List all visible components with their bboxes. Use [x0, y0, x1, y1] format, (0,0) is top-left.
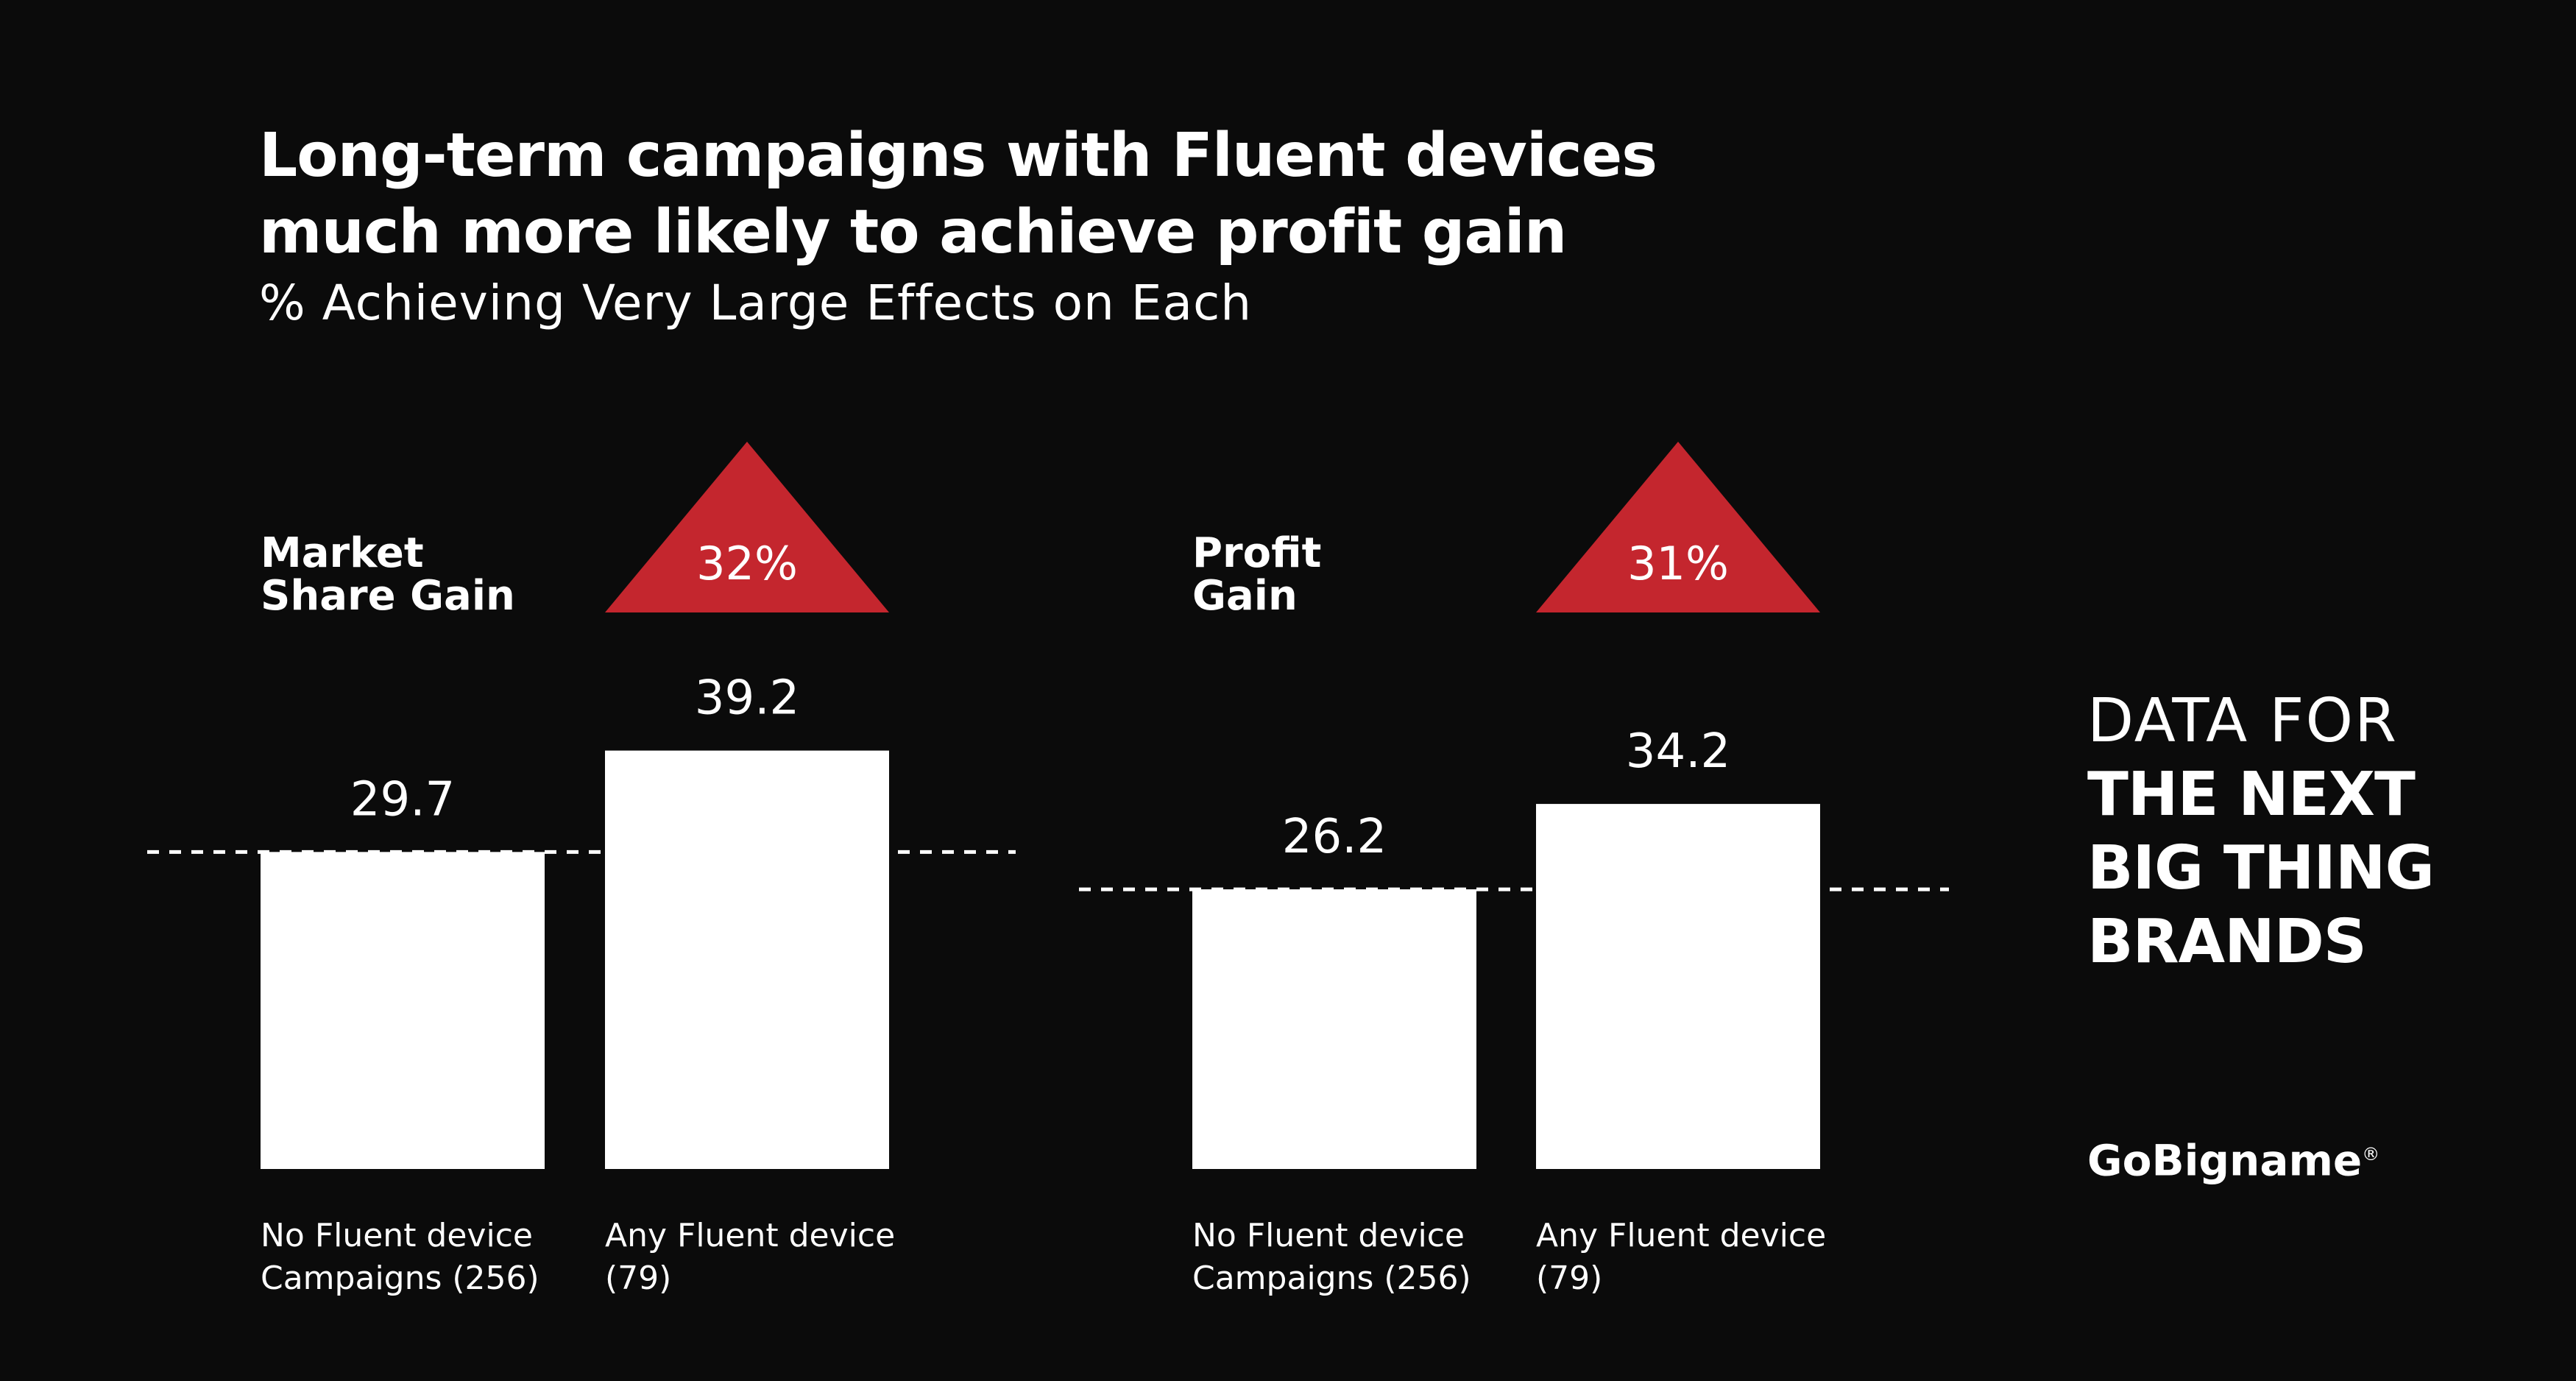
tagline-bold-3: BRANDS — [2087, 907, 2367, 977]
bar — [261, 852, 545, 1169]
tagline-bold-2: BIG THING — [2087, 833, 2435, 903]
category-label: Campaigns (256) — [261, 1260, 539, 1297]
chart-title-line: Share Gain — [261, 572, 515, 620]
category-label: (79) — [1536, 1260, 1602, 1297]
brand-logo: GoBigname® — [2087, 1125, 2379, 1190]
uplift-label: 32% — [696, 537, 798, 590]
data-label: 29.7 — [350, 772, 456, 827]
chart-title-line: Profit — [1192, 529, 1321, 577]
category-label: No Fluent device — [1192, 1217, 1465, 1254]
title-line-1: Long-term campaigns with Fluent devices — [259, 121, 1657, 191]
data-label: 26.2 — [1282, 810, 1387, 864]
tagline-bold-1: THE NEXT — [2087, 760, 2416, 830]
bar — [605, 750, 889, 1169]
bar — [1192, 889, 1476, 1169]
uplift-label: 31% — [1627, 537, 1729, 590]
brand-tagline: DATA FOR THE NEXT BIG THING BRANDS — [2087, 685, 2435, 979]
page-subtitle: % Achieving Very Large Effects on Each — [259, 275, 1253, 331]
registered-mark: ® — [2362, 1144, 2380, 1165]
category-label: (79) — [605, 1260, 671, 1297]
category-label: Any Fluent device — [605, 1217, 895, 1254]
chart-title-line: Gain — [1192, 572, 1298, 620]
uplift-triangle — [605, 442, 889, 612]
data-label: 39.2 — [695, 671, 800, 726]
category-label: Campaigns (256) — [1192, 1260, 1471, 1297]
page-title: Long-term campaigns with Fluent devices … — [259, 118, 2025, 271]
category-label: Any Fluent device — [1536, 1217, 1826, 1254]
category-label: No Fluent device — [261, 1217, 533, 1254]
title-line-2: much more likely to achieve profit gain — [259, 197, 1567, 267]
bar — [1536, 804, 1820, 1169]
logo-text: GoBigname — [2087, 1135, 2363, 1186]
chart-title-line: Market — [261, 529, 424, 577]
data-label: 34.2 — [1626, 724, 1731, 779]
uplift-triangle — [1536, 442, 1820, 612]
tagline-light: DATA FOR — [2087, 686, 2398, 756]
